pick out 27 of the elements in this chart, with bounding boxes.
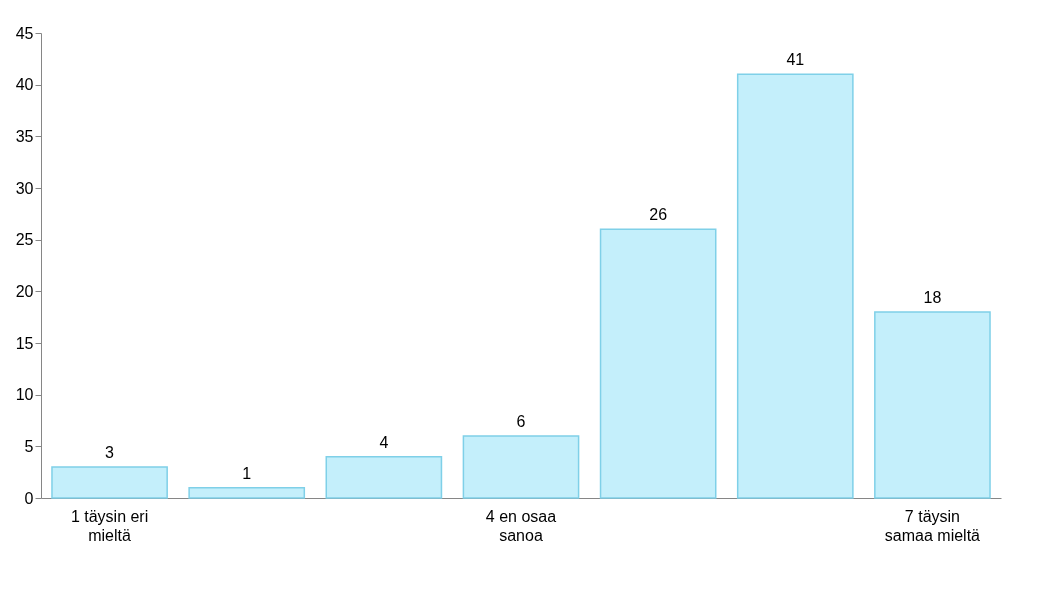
y-tick-label: 35 <box>15 127 34 145</box>
bar <box>188 486 306 499</box>
bar <box>736 73 854 499</box>
x-tick-label: 1 täysin eri mieltä <box>70 507 149 544</box>
data-label: 1 <box>242 464 252 482</box>
y-tick-label: 10 <box>15 386 34 404</box>
y-tick-label: 25 <box>15 231 34 249</box>
data-label: 41 <box>786 51 805 69</box>
y-tick-label: 5 <box>24 437 34 455</box>
y-tick-label: 40 <box>15 76 34 94</box>
data-label: 18 <box>923 289 942 306</box>
y-tick-label: 15 <box>15 334 34 352</box>
bar <box>325 455 443 499</box>
data-label: 4 <box>379 433 389 451</box>
data-label: 3 <box>105 444 115 461</box>
x-tick-label: 7 täysin samaa mieltä <box>884 507 981 544</box>
bar <box>874 311 991 499</box>
y-tick-label: 20 <box>15 282 34 300</box>
y-tick-label: 30 <box>15 179 34 197</box>
x-tick-label: 4 en osaa sanoa <box>485 507 557 544</box>
bar <box>51 466 168 499</box>
bar <box>462 435 580 499</box>
data-label: 6 <box>516 413 526 430</box>
y-tick-label: 45 <box>15 24 34 42</box>
bar <box>599 228 717 499</box>
data-label: 26 <box>649 206 668 224</box>
y-tick-label: 0 <box>24 489 34 507</box>
